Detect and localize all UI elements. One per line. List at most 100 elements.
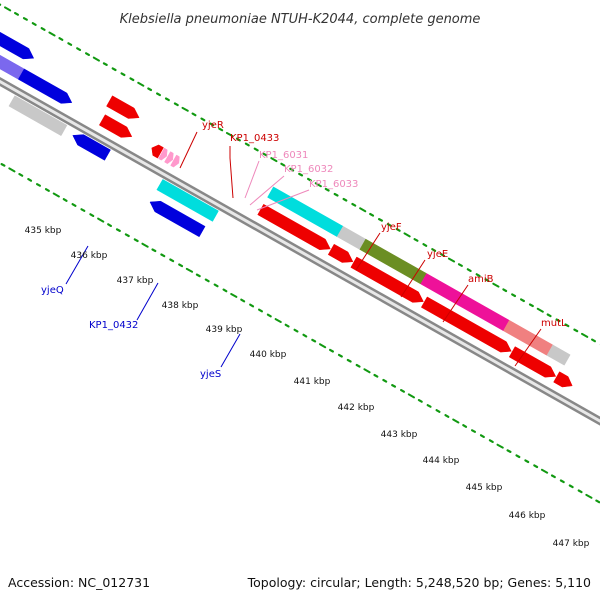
major-tick-mark [447, 257, 456, 263]
minor-tick-mark [511, 293, 517, 298]
major-tick-mark [403, 232, 411, 238]
minor-tick-mark [302, 333, 308, 338]
minor-tick-mark [164, 97, 170, 102]
kbp-label: 444 kbp [423, 456, 460, 466]
minor-tick-mark [262, 152, 268, 157]
gene-feature[interactable] [17, 68, 73, 104]
kbp-label: 439 kbp [206, 325, 243, 335]
gene-feature[interactable] [0, 29, 35, 60]
minor-tick-mark [156, 92, 161, 97]
minor-tick-mark [71, 203, 77, 207]
gene-label-yjeF[interactable]: yjeF [381, 222, 402, 233]
minor-tick-mark [515, 454, 521, 459]
minor-tick-mark [400, 389, 405, 393]
minor-tick-mark [204, 278, 210, 283]
major-tick-mark [581, 332, 589, 338]
minor-tick-mark [426, 404, 432, 408]
minor-tick-mark [533, 464, 539, 469]
minor-tick-mark [422, 243, 428, 247]
minor-tick-mark [124, 233, 130, 238]
minor-tick-mark [479, 434, 485, 438]
gene-label-yjeE[interactable]: yjeE [427, 249, 448, 260]
gene-label-yjeS[interactable]: yjeS [200, 369, 221, 380]
gene-feature[interactable] [327, 243, 354, 263]
minor-tick-mark [173, 102, 179, 107]
gene-feature-KP1_6031[interactable] [158, 147, 168, 161]
minor-tick-mark [555, 318, 561, 323]
callout-line [355, 232, 381, 271]
gene-feature[interactable] [72, 134, 111, 161]
minor-tick-mark [40, 27, 46, 31]
minor-tick-mark [355, 363, 361, 368]
minor-tick-mark [169, 258, 175, 263]
minor-tick-mark [102, 62, 108, 67]
minor-tick-mark [133, 238, 139, 243]
callout-line [65, 245, 89, 285]
gene-feature[interactable] [151, 144, 164, 159]
kbp-label: 437 kbp [117, 276, 154, 286]
gene-feature-KP1_0433[interactable] [98, 114, 133, 138]
minor-tick-mark [27, 178, 33, 182]
gene-label-mutL[interactable]: mutL [541, 318, 567, 329]
minor-tick-mark [111, 67, 117, 72]
major-tick-mark [137, 81, 145, 87]
gene-label-yjeQ[interactable]: yjeQ [41, 285, 64, 296]
minor-tick-mark [293, 328, 299, 333]
kbp-label: 442 kbp [338, 403, 375, 413]
gene-label-amiB[interactable]: amiB [468, 274, 494, 285]
minor-tick-mark [577, 489, 583, 494]
minor-tick-mark [382, 378, 388, 383]
major-tick-mark [496, 443, 504, 449]
major-tick-mark [314, 182, 322, 188]
minor-tick-mark [200, 117, 206, 122]
minor-tick-mark [546, 313, 552, 318]
gene-label-KP1_0432[interactable]: KP1_0432 [89, 320, 138, 331]
minor-tick-mark [14, 12, 19, 16]
minor-tick-mark [222, 288, 228, 293]
gene-feature-KP1_6033[interactable] [170, 154, 180, 168]
callout-line [136, 282, 159, 321]
minor-tick-mark [35, 183, 42, 187]
kbp-label: 440 kbp [250, 350, 287, 360]
gene-feature[interactable] [546, 344, 571, 366]
minor-tick-mark [151, 248, 157, 253]
gene-label-KP1_6032[interactable]: KP1_6032 [284, 164, 333, 175]
gene-feature[interactable] [149, 200, 206, 238]
minor-tick-mark [413, 238, 419, 242]
minor-tick-mark [564, 323, 570, 328]
minor-tick-mark [506, 449, 512, 453]
minor-tick-mark [475, 273, 481, 277]
minor-tick-mark [218, 127, 224, 132]
minor-tick-mark [395, 228, 401, 232]
major-tick-mark [585, 493, 593, 499]
gene-feature[interactable] [553, 371, 573, 388]
gene-feature[interactable] [156, 179, 219, 222]
minor-tick-mark [329, 348, 334, 353]
major-tick-mark [540, 468, 549, 474]
gene-feature[interactable] [257, 203, 331, 250]
minor-tick-mark [191, 112, 197, 117]
kbp-label: 447 kbp [553, 539, 590, 549]
gene-label-yjeR[interactable]: yjeR [202, 120, 224, 131]
gene-feature[interactable] [336, 225, 367, 250]
gene-label-KP1_0433[interactable]: KP1_0433 [230, 133, 279, 144]
gene-label-KP1_6031[interactable]: KP1_6031 [259, 150, 308, 161]
major-tick-mark [407, 393, 415, 399]
gene-feature[interactable] [420, 296, 512, 353]
gene-feature[interactable] [8, 95, 68, 137]
gene-feature-yjeR[interactable] [106, 95, 140, 119]
gene-label-KP1_6033[interactable]: KP1_6033 [309, 179, 358, 190]
kbp-label: 441 kbp [294, 377, 331, 387]
callout-line [179, 131, 198, 169]
gene-feature-KP1_6032[interactable] [164, 151, 174, 164]
callout-line [220, 333, 241, 368]
gene-feature[interactable] [508, 346, 557, 378]
minor-tick-mark [18, 173, 24, 177]
gene-callout-lines [65, 131, 542, 368]
minor-tick-mark [284, 323, 290, 328]
minor-tick-mark [444, 414, 450, 418]
minor-tick-mark [488, 439, 494, 443]
major-tick-mark [270, 157, 278, 163]
gene-labels: yjeR KP1_0433 KP1_6031 KP1_6032 KP1_6033… [41, 120, 567, 380]
